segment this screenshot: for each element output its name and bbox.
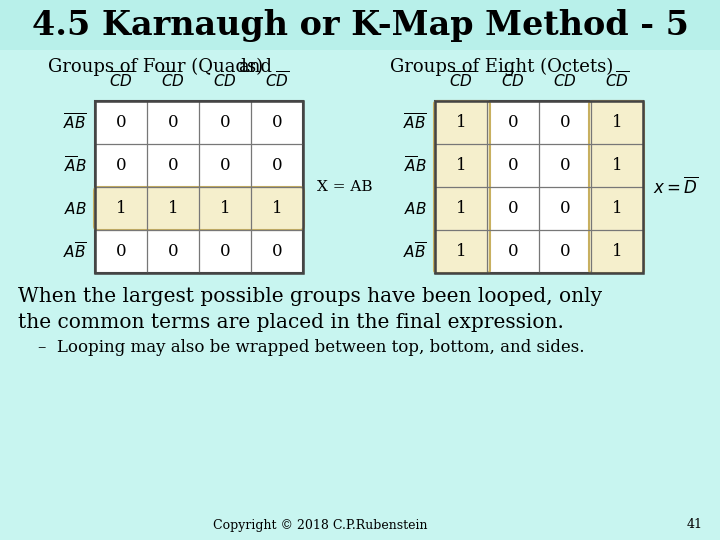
Text: 0: 0: [168, 114, 179, 131]
Text: Groups of Four (Quads): Groups of Four (Quads): [48, 58, 263, 76]
Text: 0: 0: [116, 114, 126, 131]
Text: 1: 1: [612, 200, 622, 217]
Text: $CD$: $CD$: [553, 73, 577, 89]
Text: 41: 41: [687, 518, 703, 531]
Text: 0: 0: [508, 200, 518, 217]
Text: 0: 0: [271, 114, 282, 131]
Text: 0: 0: [508, 243, 518, 260]
Text: 0: 0: [271, 157, 282, 174]
Text: 0: 0: [271, 243, 282, 260]
Text: $A\overline{B}$: $A\overline{B}$: [403, 241, 427, 261]
Text: 1: 1: [456, 243, 467, 260]
Text: 1: 1: [612, 114, 622, 131]
Text: 1: 1: [456, 200, 467, 217]
Text: 0: 0: [220, 243, 230, 260]
Bar: [435, 101, 643, 273]
FancyBboxPatch shape: [589, 101, 644, 273]
Text: 1: 1: [612, 243, 622, 260]
Text: 0: 0: [559, 200, 570, 217]
Bar: [95, 101, 303, 273]
Text: $\overline{A}B$: $\overline{A}B$: [404, 156, 427, 176]
Text: $\overline{C}D$: $\overline{C}D$: [501, 71, 525, 91]
FancyBboxPatch shape: [434, 101, 490, 273]
Text: 0: 0: [168, 157, 179, 174]
Text: 1: 1: [456, 157, 467, 174]
Text: 1: 1: [612, 157, 622, 174]
Text: 0: 0: [168, 243, 179, 260]
Text: $A\overline{B}$: $A\overline{B}$: [63, 241, 87, 261]
Text: 0: 0: [116, 157, 126, 174]
Text: 0: 0: [559, 157, 570, 174]
Text: and: and: [238, 58, 272, 76]
Text: $CD$: $CD$: [213, 73, 237, 89]
Text: 0: 0: [220, 114, 230, 131]
Text: $\overline{A}B$: $\overline{A}B$: [64, 156, 87, 176]
Text: 1: 1: [456, 114, 467, 131]
Text: –  Looping may also be wrapped between top, bottom, and sides.: – Looping may also be wrapped between to…: [38, 339, 585, 355]
Text: $x=\overline{D}$: $x=\overline{D}$: [653, 177, 698, 198]
Bar: [95, 101, 303, 273]
Text: When the largest possible groups have been looped, only: When the largest possible groups have be…: [18, 287, 602, 307]
Text: 4.5 Karnaugh or K-Map Method - 5: 4.5 Karnaugh or K-Map Method - 5: [32, 9, 688, 42]
Text: 0: 0: [559, 243, 570, 260]
Bar: [435, 101, 643, 273]
Text: $C\overline{D}$: $C\overline{D}$: [265, 71, 289, 91]
FancyBboxPatch shape: [94, 187, 304, 230]
Text: $AB$: $AB$: [64, 200, 87, 217]
Text: $\overline{C}\overline{D}$: $\overline{C}\overline{D}$: [109, 71, 133, 91]
Text: X = AB: X = AB: [317, 180, 372, 194]
Text: 0: 0: [116, 243, 126, 260]
Text: 0: 0: [508, 114, 518, 131]
Text: $\overline{A}\overline{B}$: $\overline{A}\overline{B}$: [403, 112, 427, 132]
Text: $\overline{A}\overline{B}$: $\overline{A}\overline{B}$: [63, 112, 87, 132]
Text: Groups of Eight (Octets): Groups of Eight (Octets): [390, 58, 613, 76]
Text: $\overline{C}D$: $\overline{C}D$: [161, 71, 185, 91]
Text: Copyright © 2018 C.P.Rubenstein: Copyright © 2018 C.P.Rubenstein: [212, 518, 427, 531]
Text: 0: 0: [220, 157, 230, 174]
Text: $AB$: $AB$: [404, 200, 427, 217]
Text: 0: 0: [559, 114, 570, 131]
Text: 0: 0: [508, 157, 518, 174]
Text: $C\overline{D}$: $C\overline{D}$: [605, 71, 629, 91]
Text: the common terms are placed in the final expression.: the common terms are placed in the final…: [18, 313, 564, 332]
Text: 1: 1: [220, 200, 230, 217]
Text: 1: 1: [116, 200, 126, 217]
Bar: [0, 0, 720, 50]
Text: 1: 1: [271, 200, 282, 217]
Text: 1: 1: [168, 200, 179, 217]
Text: $\overline{C}\overline{D}$: $\overline{C}\overline{D}$: [449, 71, 473, 91]
